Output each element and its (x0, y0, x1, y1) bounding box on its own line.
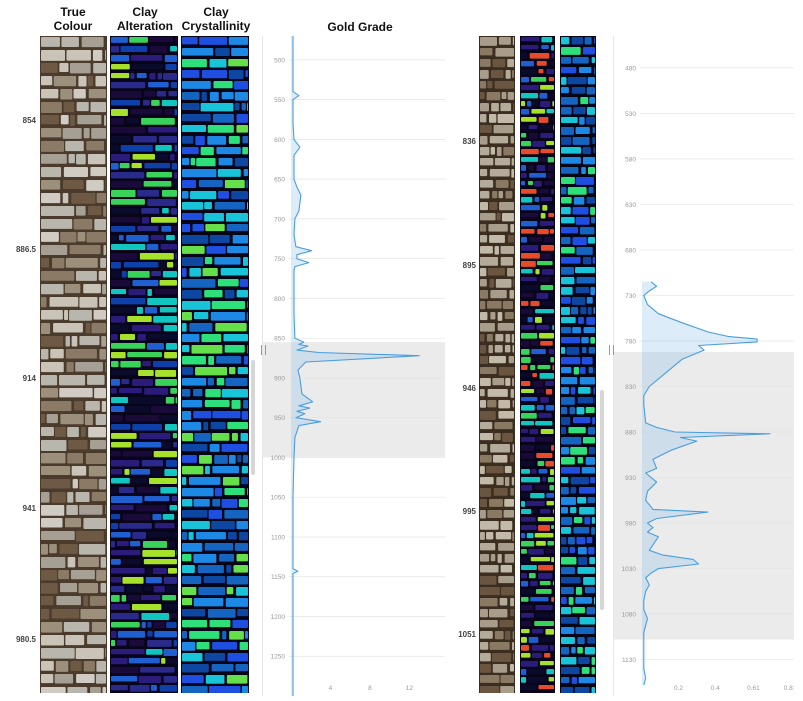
y-tick-label: 900 (274, 375, 285, 382)
panel-resize-handle-left[interactable] (261, 345, 266, 355)
left-depth-marker: 854 (22, 116, 36, 125)
left-depth-marker: 886.5 (15, 245, 36, 254)
y-tick-label: 650 (274, 177, 285, 184)
scrollbar-right[interactable] (600, 390, 604, 610)
right-clay-alteration-strip (520, 36, 555, 699)
right-core-true-colour-strip (479, 36, 515, 695)
y-tick-label: 780 (625, 338, 636, 345)
y-tick-label: 1200 (271, 614, 286, 621)
right-depth-marker: 895 (462, 261, 476, 270)
right-clay-crystallinity-strip (560, 36, 596, 695)
x-tick-label: 8 (368, 685, 372, 692)
right-depth-marker: 995 (462, 507, 476, 516)
y-tick-label: 630 (625, 202, 636, 209)
y-tick-label: 950 (274, 415, 285, 422)
x-tick-label: 12 (406, 685, 414, 692)
gold-grade-panel-right[interactable]: 480 530 580 630 680 730 780 830 880 930 980 1030 108… (613, 36, 797, 696)
y-tick-label: 1130 (622, 657, 636, 664)
y-tick-label: 1100 (271, 534, 285, 541)
x-tick-label: 0.81 (784, 685, 794, 692)
left-clay-crystallinity-strip (181, 36, 249, 695)
y-tick-label: 680 (625, 247, 636, 254)
header-true-colour: True Colour (40, 5, 106, 33)
y-tick-label: 1000 (271, 455, 286, 462)
header-true-colour-line1: True (60, 5, 86, 19)
header-clay-alteration-line2: Alteration (116, 19, 173, 33)
y-tick-label: 800 (274, 296, 285, 303)
x-tick-label: 0.61 (747, 685, 760, 692)
right-depth-marker: 1051 (458, 630, 476, 639)
y-tick-label: 930 (625, 475, 636, 482)
y-tick-label: 1080 (622, 612, 637, 619)
y-tick-label: 1030 (622, 566, 637, 573)
left-depth-marker: 914 (22, 374, 36, 383)
y-tick-label: 700 (274, 216, 285, 223)
gold-grade-chart-right: 480 530 580 630 680 730 780 830 880 930 980 1030 108… (614, 65, 797, 692)
x-tick-label: 0.4 (711, 685, 720, 692)
gold-grade-panel-left[interactable]: 500 550 600 650 700 750 800 850 900 950 1000 1050 11… (262, 36, 445, 696)
y-tick-label: 1050 (271, 495, 286, 502)
y-tick-label: 880 (625, 430, 636, 437)
left-depth-marker: 941 (22, 504, 36, 513)
y-tick-label: 850 (274, 336, 285, 343)
highlight-interval (614, 351, 794, 640)
y-tick-label: 830 (625, 384, 636, 391)
series-line (292, 36, 420, 696)
left-depth-marker: 980.5 (15, 635, 36, 644)
right-depth-marker: 836 (462, 137, 476, 146)
left-clay-alteration-strip (110, 36, 178, 693)
y-tick-label: 600 (274, 137, 285, 144)
y-tick-label: 980 (625, 521, 636, 528)
x-tick-label: 0.2 (674, 685, 683, 692)
series-line (643, 281, 771, 686)
header-clay-alteration: Clay Alteration (110, 5, 180, 33)
header-clay-crystallinity-line2: Crystallinity (181, 19, 251, 33)
header-gold-grade: Gold Grade (327, 20, 393, 34)
right-depth-marker: 946 (462, 384, 476, 393)
x-tick-label: 4 (329, 685, 333, 692)
y-tick-label: 480 (625, 65, 636, 72)
y-tick-label: 750 (274, 256, 285, 263)
gold-grade-chart-left: 500 550 600 650 700 750 800 850 900 950 1000 1050 11… (263, 36, 445, 696)
header-clay-crystallinity-line1: Clay (203, 5, 229, 19)
header-true-colour-line2: Colour (53, 19, 93, 33)
y-tick-label: 500 (274, 57, 285, 64)
y-tick-label: 730 (625, 293, 636, 300)
left-core-true-colour-strip (40, 36, 107, 698)
header-clay-alteration-line1: Clay (132, 5, 158, 19)
y-tick-label: 550 (274, 97, 285, 104)
y-tick-label: 580 (625, 156, 636, 163)
y-tick-label: 1150 (271, 574, 285, 581)
header-clay-crystallinity: Clay Crystallinity (178, 5, 254, 33)
scrollbar-left[interactable] (251, 360, 255, 475)
y-tick-label: 530 (625, 111, 636, 118)
highlight-interval (263, 342, 445, 458)
series-area (642, 281, 770, 686)
y-tick-label: 1250 (271, 654, 286, 661)
panel-resize-handle-right[interactable] (609, 345, 614, 355)
